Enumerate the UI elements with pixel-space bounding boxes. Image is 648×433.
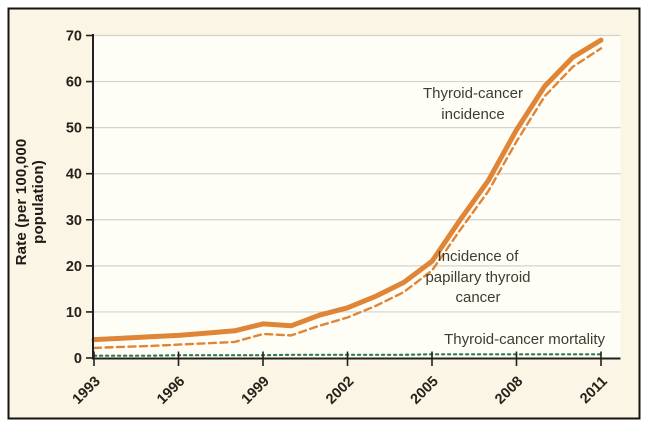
gridlines (93, 34, 621, 313)
axis-ticks (86, 34, 602, 366)
annotation-mortality-label: Thyroid-cancer mortality (444, 331, 605, 348)
series-solid (91, 37, 604, 343)
annotation-papillary-label: Incidence of papillary thyroid cancer (425, 248, 531, 307)
y-tick-label: 60 (66, 75, 82, 91)
y-tick-label: 40 (66, 167, 82, 183)
y-axis-title: Rate (per 100,000 population) (13, 138, 47, 266)
y-tick-label: 70 (66, 29, 82, 45)
axes (92, 34, 621, 360)
series-dashed (92, 47, 603, 350)
annotation-incidence-label: Thyroid-cancer incidence (422, 85, 524, 123)
y-tick-label: 20 (66, 259, 82, 275)
y-tick-label: 30 (66, 213, 82, 229)
y-tick-label: 10 (66, 305, 82, 321)
y-tick-labels: 0 10 20 30 40 50 60 70 (66, 29, 82, 368)
y-tick-label: 50 (66, 121, 82, 137)
y-tick-label: 0 (74, 351, 82, 367)
